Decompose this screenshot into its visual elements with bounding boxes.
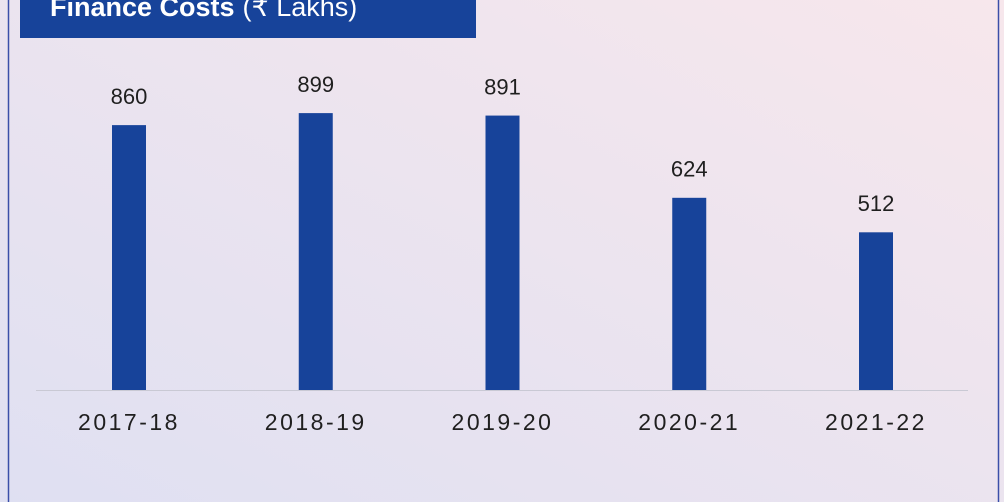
frame — [7, 0, 1000, 502]
bar — [859, 232, 893, 390]
value-label: 624 — [671, 157, 708, 182]
value-label: 860 — [111, 84, 148, 109]
value-label: 891 — [484, 74, 521, 99]
value-label: 899 — [297, 72, 334, 97]
title-unit: (₹ Lakhs) — [243, 0, 358, 22]
x-tick-label: 2019-20 — [452, 409, 554, 435]
title-box — [20, 0, 476, 38]
x-tick-label: 2020-21 — [638, 409, 740, 435]
bar — [298, 113, 333, 390]
x-tick-label: 2017-18 — [78, 409, 180, 435]
bar — [672, 197, 707, 390]
x-tick-label: 2018-19 — [265, 409, 367, 435]
bar — [485, 115, 520, 391]
value-label: 512 — [858, 191, 895, 216]
title-main: Finance Costs — [50, 0, 235, 22]
chart-title: Finance Costs (₹ Lakhs) — [50, 0, 357, 22]
bar — [112, 125, 146, 391]
x-tick-label: 2021-22 — [825, 409, 927, 435]
